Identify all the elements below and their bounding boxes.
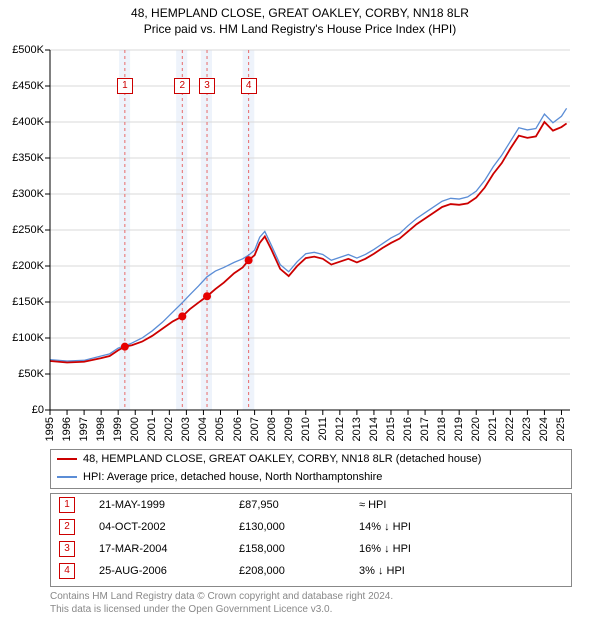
x-tick-label: 2023 <box>521 417 533 441</box>
legend-label: HPI: Average price, detached house, Nort… <box>83 471 382 483</box>
event-comparison: 14% ↓ HPI <box>359 521 459 533</box>
event-number-box: 2 <box>174 78 190 94</box>
x-tick-label: 2007 <box>249 417 261 441</box>
event-number-box: 4 <box>59 563 75 579</box>
x-tick-label: 2025 <box>555 417 567 441</box>
x-tick-label: 1996 <box>61 417 73 441</box>
event-date: 21-MAY-1999 <box>99 499 239 511</box>
x-tick-label: 2017 <box>419 417 431 441</box>
event-number-box: 2 <box>59 519 75 535</box>
y-tick-label: £350K <box>0 152 44 164</box>
event-comparison: 3% ↓ HPI <box>359 565 459 577</box>
event-price: £87,950 <box>239 499 359 511</box>
x-tick-label: 2008 <box>266 417 278 441</box>
x-tick-label: 2000 <box>129 417 141 441</box>
x-tick-label: 2016 <box>402 417 414 441</box>
x-tick-label: 2012 <box>334 417 346 441</box>
event-row: 4 25-AUG-2006£208,0003% ↓ HPI <box>51 560 571 582</box>
x-tick-label: 2011 <box>317 417 329 441</box>
event-number-box: 3 <box>199 78 215 94</box>
x-tick-label: 2014 <box>368 417 380 441</box>
x-tick-label: 2005 <box>214 417 226 441</box>
event-price: £158,000 <box>239 543 359 555</box>
y-tick-label: £50K <box>0 368 44 380</box>
event-date: 04-OCT-2002 <box>99 521 239 533</box>
x-tick-label: 1999 <box>112 417 124 441</box>
y-tick-label: £400K <box>0 116 44 128</box>
legend-swatch <box>57 476 77 478</box>
legend-swatch <box>57 458 77 460</box>
event-comparison: 16% ↓ HPI <box>359 543 459 555</box>
event-comparison: ≈ HPI <box>359 499 459 511</box>
x-tick-label: 2009 <box>283 417 295 441</box>
chart-title: 48, HEMPLAND CLOSE, GREAT OAKLEY, CORBY,… <box>0 0 600 20</box>
x-tick-label: 1997 <box>78 417 90 441</box>
x-tick-label: 1998 <box>95 417 107 441</box>
x-tick-label: 2020 <box>470 417 482 441</box>
y-tick-label: £150K <box>0 296 44 308</box>
chart-subtitle: Price paid vs. HM Land Registry's House … <box>0 20 600 40</box>
y-tick-label: £500K <box>0 44 44 56</box>
event-row: 2 04-OCT-2002£130,00014% ↓ HPI <box>51 516 571 538</box>
attribution-line-1: Contains HM Land Registry data © Crown c… <box>50 590 393 603</box>
legend-label: 48, HEMPLAND CLOSE, GREAT OAKLEY, CORBY,… <box>83 453 481 465</box>
x-tick-label: 2019 <box>453 417 465 441</box>
x-tick-label: 2021 <box>487 417 499 441</box>
y-tick-label: £450K <box>0 80 44 92</box>
y-tick-label: £0 <box>0 404 44 416</box>
chart-plot-area: £0£50K£100K£150K£200K£250K£300K£350K£400… <box>50 50 570 410</box>
x-tick-label: 2001 <box>146 417 158 441</box>
event-date: 25-AUG-2006 <box>99 565 239 577</box>
legend-panel: 48, HEMPLAND CLOSE, GREAT OAKLEY, CORBY,… <box>50 449 572 489</box>
x-tick-label: 2002 <box>163 417 175 441</box>
y-tick-label: £300K <box>0 188 44 200</box>
events-panel: 1 21-MAY-1999£87,950≈ HPI 2 04-OCT-2002£130… <box>50 493 572 587</box>
y-tick-label: £250K <box>0 224 44 236</box>
x-tick-label: 2010 <box>300 417 312 441</box>
event-row: 1 21-MAY-1999£87,950≈ HPI <box>51 494 571 516</box>
x-tick-label: 2004 <box>197 417 209 441</box>
event-price: £208,000 <box>239 565 359 577</box>
event-number-box: 1 <box>59 497 75 513</box>
event-row: 3 17-MAR-2004£158,00016% ↓ HPI <box>51 538 571 560</box>
y-tick-label: £200K <box>0 260 44 272</box>
event-price: £130,000 <box>239 521 359 533</box>
y-tick-label: £100K <box>0 332 44 344</box>
attribution-text: Contains HM Land Registry data © Crown c… <box>50 590 393 616</box>
legend-item: HPI: Average price, detached house, Nort… <box>51 468 571 486</box>
x-tick-label: 2024 <box>538 417 550 441</box>
x-tick-label: 2015 <box>385 417 397 441</box>
event-number-box: 3 <box>59 541 75 557</box>
chart-figure: 48, HEMPLAND CLOSE, GREAT OAKLEY, CORBY,… <box>0 0 600 620</box>
x-tick-label: 2022 <box>504 417 516 441</box>
event-number-box: 1 <box>117 78 133 94</box>
event-number-box: 4 <box>241 78 257 94</box>
x-tick-label: 2006 <box>232 417 244 441</box>
x-tick-label: 1995 <box>44 417 56 441</box>
x-tick-label: 2018 <box>436 417 448 441</box>
attribution-line-2: This data is licensed under the Open Gov… <box>50 603 393 616</box>
chart-svg <box>50 50 570 410</box>
x-tick-label: 2003 <box>180 417 192 441</box>
event-date: 17-MAR-2004 <box>99 543 239 555</box>
x-tick-label: 2013 <box>351 417 363 441</box>
legend-item: 48, HEMPLAND CLOSE, GREAT OAKLEY, CORBY,… <box>51 450 571 468</box>
